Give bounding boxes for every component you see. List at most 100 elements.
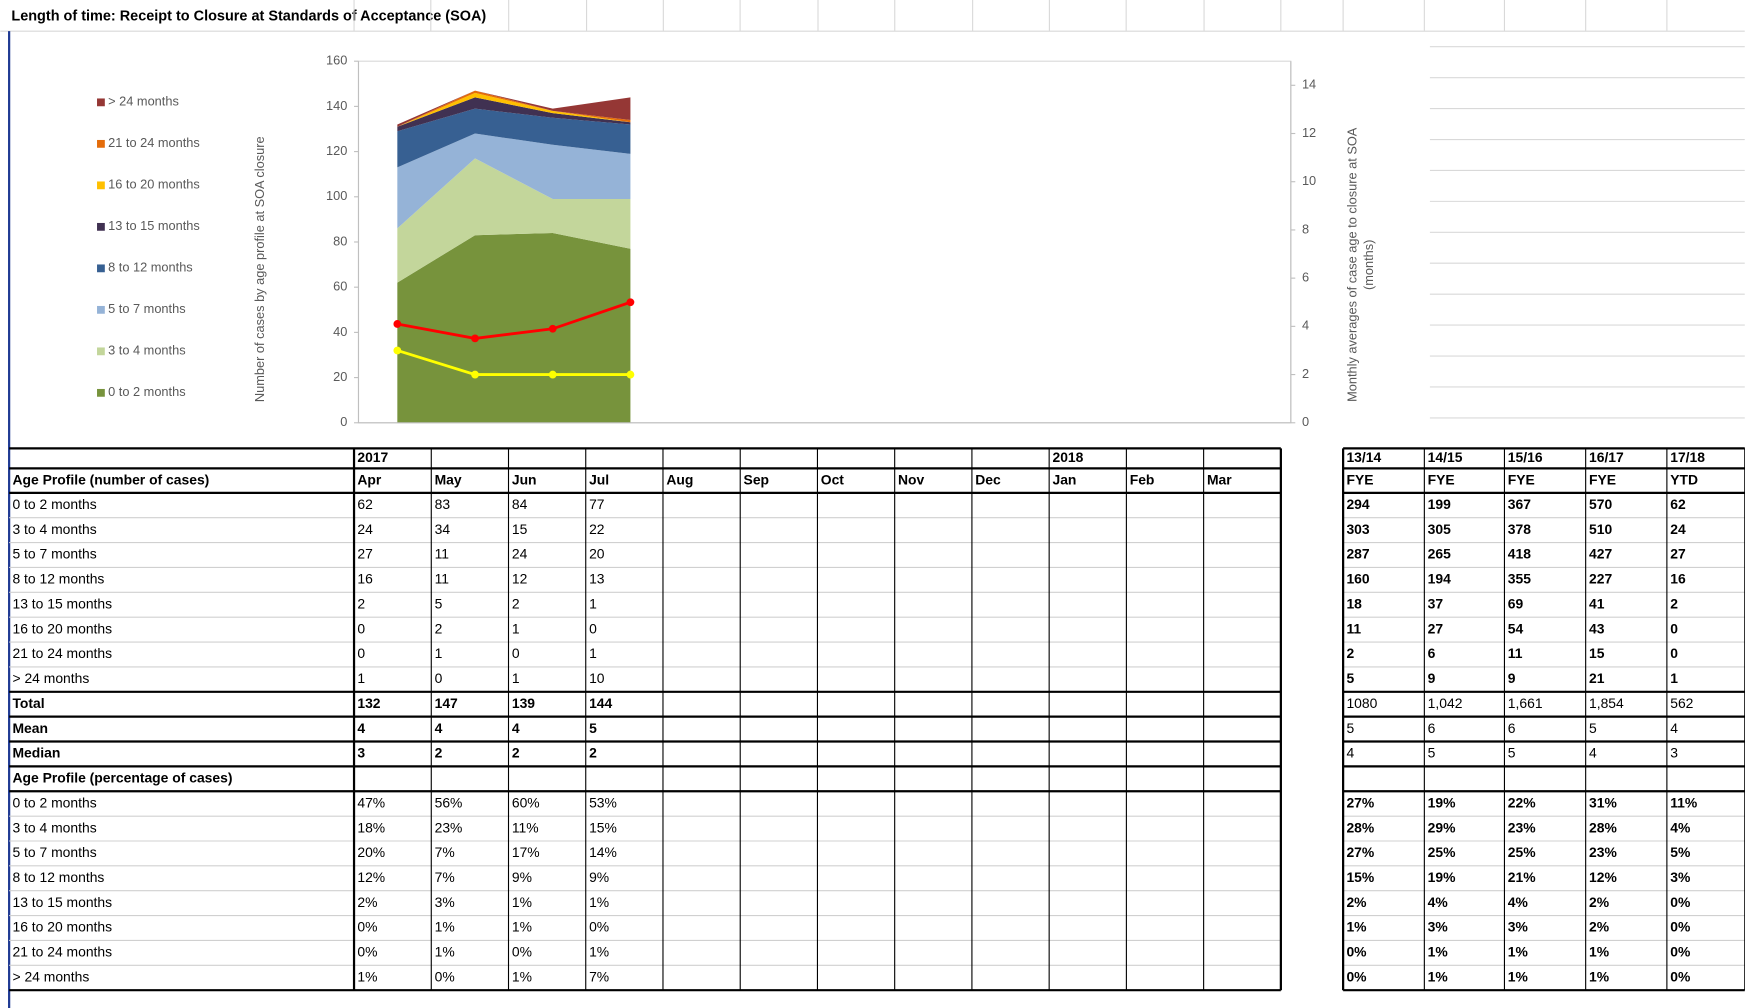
cell: 0 [589, 620, 597, 636]
legend-swatch [97, 222, 105, 231]
cell: 1,661 [1508, 695, 1543, 711]
cell: 34 [435, 521, 451, 537]
cell: 199 [1428, 496, 1451, 512]
cell: 60% [512, 794, 540, 810]
cell: 6 [1428, 720, 1436, 736]
cell: 2 [589, 745, 597, 761]
cell: 2 [435, 745, 443, 761]
row-label: 5 to 7 months [12, 546, 96, 562]
cell: 12% [357, 869, 385, 885]
cell: 144 [589, 695, 612, 711]
cell: 2% [1346, 894, 1366, 910]
cell: 1 [357, 670, 365, 686]
area [397, 108, 631, 168]
cell: 147 [435, 695, 458, 711]
y-tick-label: 100 [326, 188, 347, 203]
row-label: Median [12, 745, 60, 761]
legend-swatch [97, 139, 105, 148]
cell: 0 [512, 645, 520, 661]
y2-tick-label: 8 [1302, 221, 1309, 236]
area [397, 133, 631, 229]
legend-swatch [97, 305, 105, 314]
cell: 1% [435, 944, 455, 960]
cell: 0% [1670, 894, 1690, 910]
kind-label: FYE [1428, 471, 1455, 487]
cell: 43 [1589, 620, 1605, 636]
cell: 9 [1428, 670, 1436, 686]
cell: 0 [357, 645, 365, 661]
cell: 77 [589, 496, 605, 512]
cell: 3% [1670, 869, 1690, 885]
row-label: 3 to 4 months [12, 819, 96, 835]
area [397, 90, 631, 127]
cell: 0% [589, 919, 609, 935]
legend-label: 21 to 24 months [108, 135, 200, 150]
cell: 3% [435, 894, 455, 910]
cell: 19% [1428, 794, 1456, 810]
cell: 2 [1346, 645, 1354, 661]
cell: 1% [589, 894, 609, 910]
cell: 9% [512, 869, 532, 885]
cell: 3 [357, 745, 365, 761]
cell: 1 [512, 620, 520, 636]
cell: 1 [589, 645, 597, 661]
month-label: Oct [821, 471, 845, 487]
cell: 19% [1428, 869, 1456, 885]
cell: 16 [1670, 571, 1686, 587]
row-label: 21 to 24 months [12, 944, 112, 960]
cell: 2% [1589, 919, 1609, 935]
line-marker [626, 370, 635, 379]
y-tick-label: 160 [326, 53, 347, 68]
line [396, 349, 631, 376]
period-label: 17/18 [1670, 449, 1705, 465]
area [397, 232, 631, 423]
cell: 47% [357, 794, 385, 810]
cell: 305 [1428, 521, 1451, 537]
cell: 2 [512, 745, 520, 761]
cell: 303 [1346, 521, 1369, 537]
cell: 5 [1346, 720, 1354, 736]
line-marker [471, 334, 479, 343]
cell: 5 [1346, 670, 1354, 686]
y-tick-label: 40 [333, 324, 347, 339]
cell: 4 [1346, 745, 1354, 761]
month-label: Jun [512, 471, 537, 487]
cell: 4% [1670, 819, 1690, 835]
cell: 27 [1670, 546, 1686, 562]
cell: 1% [512, 919, 532, 935]
cell: 418 [1508, 546, 1531, 562]
cell: 227 [1589, 571, 1612, 587]
cell: 1,854 [1589, 695, 1624, 711]
y-tick-label: 80 [333, 233, 347, 248]
month-label: Nov [898, 471, 925, 487]
cell: 21 [1589, 670, 1605, 686]
cell: 28% [1346, 819, 1374, 835]
cell: 265 [1428, 546, 1451, 562]
cell: 294 [1346, 496, 1369, 512]
cell: 0 [1670, 645, 1678, 661]
cell: 11 [435, 546, 450, 562]
cell: 0 [1670, 620, 1678, 636]
area [397, 158, 631, 283]
cell: 0% [512, 944, 532, 960]
y2-tick-label: 6 [1302, 270, 1309, 285]
cell: 0% [357, 944, 377, 960]
cell: 1% [1428, 944, 1448, 960]
cell: 1% [435, 919, 455, 935]
cell: 15 [512, 521, 528, 537]
cell: 24 [1670, 521, 1686, 537]
cell: 4 [435, 720, 443, 736]
cell: 12% [1589, 869, 1617, 885]
y-tick-label: 140 [326, 98, 347, 113]
cell: 427 [1589, 546, 1612, 562]
cell: 6 [1508, 720, 1516, 736]
line [397, 300, 631, 340]
cell: 4 [1589, 745, 1597, 761]
cell: 11 [435, 571, 450, 587]
cell: 1 [1670, 670, 1678, 686]
cell: 18 [1346, 595, 1362, 611]
legend-label: > 24 months [108, 94, 179, 109]
period-label: 15/16 [1508, 449, 1543, 465]
y2-axis-title: (months) [1361, 240, 1376, 290]
